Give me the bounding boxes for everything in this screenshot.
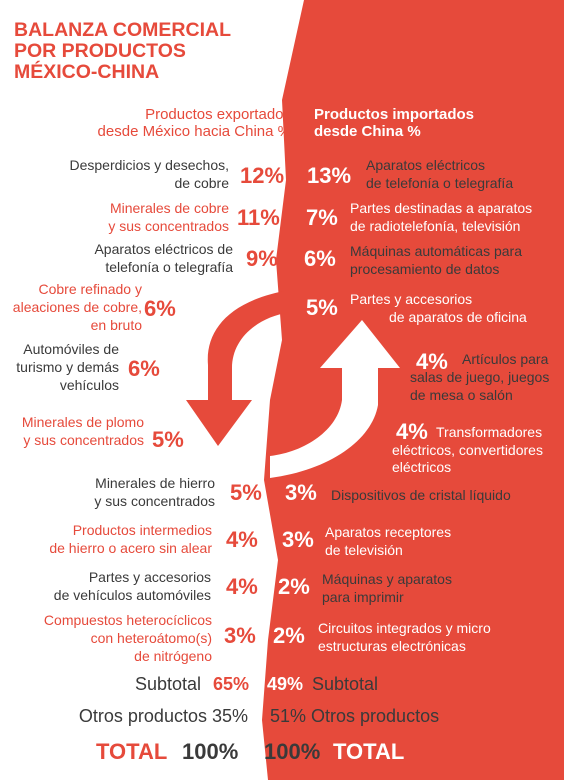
import-pct: 13% [307, 163, 352, 188]
left-others: Otros productos 35% [78, 706, 248, 726]
import-label: de televisión [325, 542, 403, 558]
export-label: turismo y demás [16, 359, 119, 375]
import-label: Transformadores [436, 424, 543, 440]
exports-header-line-2: desde México hacia China % [97, 123, 291, 140]
import-label: estructuras electrónicas [318, 638, 466, 654]
export-label: Minerales de plomo [21, 414, 144, 430]
export-label: telefonía o telegrafía [105, 259, 233, 275]
right-total-value: 100% [264, 739, 321, 764]
export-pct: 11% [237, 205, 280, 230]
import-label: procesamiento de datos [350, 261, 500, 277]
import-label: de telefonía o telegrafía [366, 175, 514, 191]
import-pct: 3% [282, 527, 314, 552]
import-pct: 4% [396, 419, 428, 444]
import-pct: 7% [306, 205, 338, 230]
export-label: Minerales de hierro [95, 475, 215, 491]
import-label: Aparatos eléctricos [366, 157, 486, 173]
import-label: salas de juego, juegos [410, 369, 550, 385]
exports-header-line-1: Productos exportados [145, 106, 291, 123]
import-label: Máquinas automáticas para [350, 243, 522, 259]
import-label: Máquinas y aparatos [322, 571, 452, 587]
left-total-label: TOTAL [96, 739, 168, 764]
export-label: y sus concentrados [23, 432, 144, 448]
export-arrow-icon [186, 290, 290, 446]
right-others: 51% Otros productos [270, 706, 440, 726]
import-label: de mesa o salón [410, 387, 513, 403]
import-label: Artículos para [462, 351, 549, 367]
export-pct: 5% [152, 427, 184, 452]
export-label: Desperdicios y desechos, [69, 157, 229, 173]
import-label: Partes y accesorios [350, 291, 473, 307]
export-label: aleaciones de cobre, [12, 299, 142, 315]
title-line-2: POR PRODUCTOS [14, 40, 186, 62]
import-arrow-icon [270, 320, 400, 478]
right-total-label: TOTAL [333, 739, 405, 764]
export-label: de cobre [174, 175, 229, 191]
export-label: Automóviles de [23, 341, 119, 357]
export-pct: 6% [128, 356, 160, 381]
export-pct: 4% [226, 527, 258, 552]
export-label: Aparatos eléctricos de [94, 241, 233, 257]
import-pct: 4% [416, 349, 448, 374]
export-label: Partes y accesorios [88, 569, 211, 585]
import-pct: 5% [306, 295, 338, 320]
import-pct: 6% [304, 246, 336, 271]
import-label: Partes destinadas a aparatos [350, 200, 533, 216]
export-label: de nitrógeno [134, 648, 212, 664]
imports-header-line-1: Productos importados [314, 106, 475, 123]
left-subtotal-value: 65% [213, 674, 250, 694]
import-pct: 3% [285, 480, 317, 505]
export-pct: 3% [224, 623, 256, 648]
title-line-1: BALANZA COMERCIAL [14, 19, 232, 41]
export-label: de vehículos automóviles [53, 587, 211, 603]
import-pct: 2% [278, 574, 310, 599]
export-pct: 6% [144, 296, 176, 321]
right-subtotal-label: Subtotal [312, 674, 379, 694]
export-pct: 5% [230, 480, 262, 505]
import-label: eléctricos [392, 459, 452, 475]
export-label: vehículos [59, 377, 119, 393]
import-label: Aparatos receptores [325, 524, 452, 540]
import-label: de radiotelefonía, televisión [350, 218, 521, 234]
right-subtotal-value: 49% [267, 674, 304, 694]
export-label: Minerales de cobre [109, 200, 229, 216]
left-total-value: 100% [182, 739, 239, 764]
export-label: y sus concentrados [108, 218, 229, 234]
title-line-3: MÉXICO-CHINA [14, 61, 160, 83]
export-pct: 12% [240, 163, 285, 188]
export-label: de hierro o acero sin alear [49, 540, 212, 556]
export-label: Cobre refinado y [38, 281, 142, 297]
import-pct: 2% [273, 623, 305, 648]
import-label: Dispositivos de cristal líquido [331, 487, 511, 503]
import-label: Circuitos integrados y micro [318, 620, 491, 636]
left-subtotal-label: Subtotal [135, 674, 202, 694]
export-label: y sus concentrados [94, 493, 215, 509]
export-label: Productos intermedios [72, 522, 212, 538]
import-label: para imprimir [322, 589, 404, 605]
export-pct: 4% [226, 574, 258, 599]
export-pct: 9% [246, 246, 278, 271]
export-label: en bruto [90, 317, 142, 333]
imports-header-line-2: desde China % [314, 123, 421, 140]
import-label: de aparatos de oficina [389, 309, 527, 325]
export-label: con heteroátomo(s) [90, 630, 212, 646]
import-label: eléctricos, convertidores [392, 442, 543, 458]
export-label: Compuestos heterocíclicos [43, 612, 212, 628]
